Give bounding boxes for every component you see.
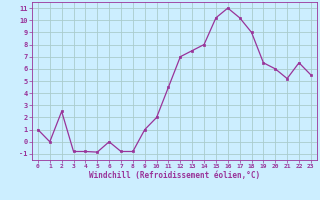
- X-axis label: Windchill (Refroidissement éolien,°C): Windchill (Refroidissement éolien,°C): [89, 171, 260, 180]
